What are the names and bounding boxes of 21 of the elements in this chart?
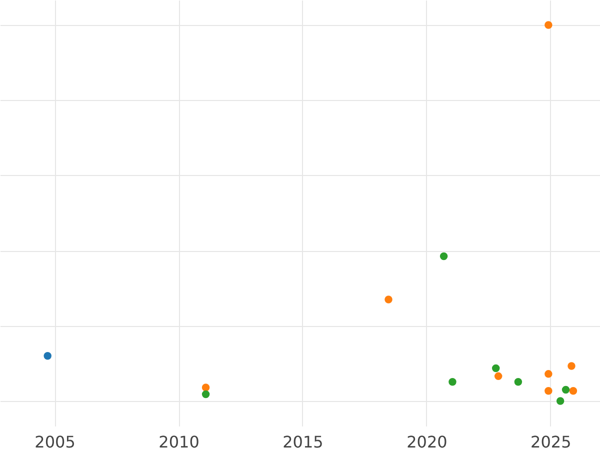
point <box>569 386 578 395</box>
point <box>202 384 210 392</box>
x-tick-label: 2025 <box>530 432 572 450</box>
point <box>448 378 456 386</box>
point <box>544 21 552 29</box>
x-tick-label: 2020 <box>406 432 448 450</box>
point <box>202 390 210 398</box>
x-tick-label: 2010 <box>158 432 200 450</box>
point <box>44 352 52 360</box>
point <box>562 386 570 394</box>
x-tick-label: 2005 <box>34 432 76 450</box>
point <box>556 397 564 405</box>
point <box>492 364 500 372</box>
point <box>384 296 392 304</box>
point <box>568 362 576 370</box>
point <box>544 370 552 378</box>
point <box>494 372 502 380</box>
point <box>440 252 448 260</box>
x-tick-label: 2015 <box>282 432 324 450</box>
point <box>514 378 522 386</box>
point <box>544 386 552 395</box>
